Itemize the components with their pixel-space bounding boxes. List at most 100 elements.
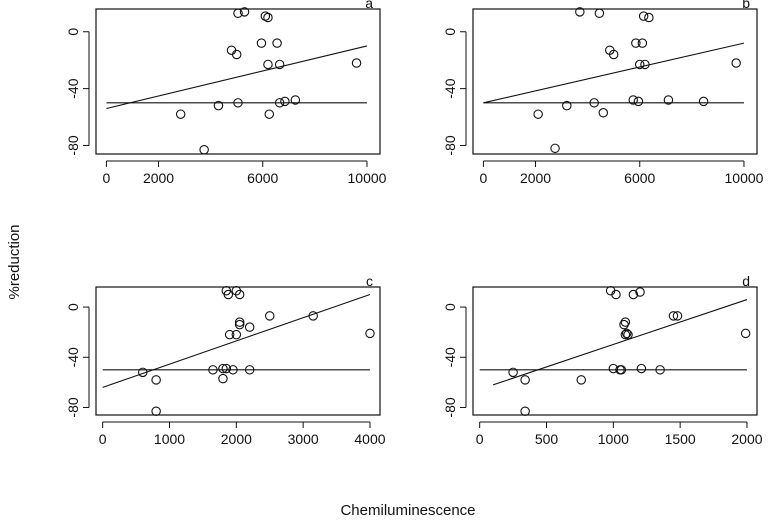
y-tick-label: -40 (442, 78, 458, 98)
plot-frame (472, 286, 758, 416)
data-point (308, 311, 318, 321)
x-tick-label: 6000 (624, 170, 655, 186)
panel-c: 0 1000 2000 3000 4000 0 -40 -80 c (65, 273, 386, 447)
x-tick-label: 2000 (731, 431, 762, 447)
regression-line (492, 299, 748, 386)
x-tick-label: 4000 (354, 431, 385, 447)
data-point (611, 289, 621, 300)
data-point (575, 7, 585, 17)
y-axis-title: %reduction (6, 224, 23, 299)
data-point (637, 38, 648, 48)
y-tick-label: 0 (65, 28, 81, 36)
data-point (698, 96, 709, 107)
data-point (274, 98, 285, 108)
data-point (740, 328, 751, 339)
data-point (263, 12, 273, 23)
regression-line (102, 294, 371, 388)
x-tick-label: 6000 (247, 170, 278, 186)
data-point (594, 8, 605, 19)
data-point (151, 406, 161, 416)
y-tick-label: 0 (442, 303, 458, 311)
data-point (151, 375, 161, 385)
data-point (208, 365, 218, 375)
data-point (620, 317, 631, 327)
data-point (589, 98, 599, 108)
panel-letter: c (366, 273, 373, 289)
data-point (621, 328, 632, 339)
data-point (274, 59, 285, 70)
regression-line (483, 42, 745, 104)
x-tick-label: 10000 (725, 170, 764, 186)
data-point (620, 329, 631, 340)
data-point (260, 11, 271, 21)
data-point (234, 319, 245, 330)
data-point (628, 289, 639, 300)
panel-letter: d (742, 273, 750, 289)
data-point (264, 109, 275, 119)
x-tick-label: 2000 (520, 170, 551, 186)
data-point (640, 59, 650, 70)
data-point (224, 329, 235, 340)
data-point (218, 373, 228, 384)
data-point (351, 58, 362, 68)
data-point (244, 365, 255, 375)
y-tick-label: 0 (442, 28, 458, 36)
data-point (272, 38, 282, 48)
data-point (520, 375, 530, 385)
data-point (533, 109, 543, 119)
y-tick-label: -40 (442, 347, 458, 367)
data-point (576, 375, 587, 385)
x-tick-label: 1500 (665, 431, 696, 447)
y-tick-label: 0 (65, 303, 81, 311)
data-point (213, 100, 224, 111)
data-point (631, 38, 641, 48)
y-tick-label: -80 (442, 397, 458, 417)
data-point (623, 329, 633, 340)
data-point (508, 367, 518, 378)
data-point (234, 317, 245, 327)
x-axis-title: Chemiluminescence (340, 502, 475, 519)
x-tick-label: 500 (535, 431, 559, 447)
data-point (234, 289, 245, 300)
plot-frame (472, 8, 758, 155)
data-point (221, 363, 232, 374)
data-point (256, 38, 267, 48)
data-point (233, 98, 243, 108)
y-tick-label: -80 (442, 135, 458, 155)
data-point (731, 58, 741, 68)
data-point (138, 367, 148, 378)
data-point (562, 100, 572, 111)
y-tick-label: -40 (65, 347, 81, 367)
x-tick-label: 1000 (598, 431, 629, 447)
panel-letter: a (365, 0, 373, 11)
panel-a: 0 2000 6000 10000 0 -40 -80 a (65, 0, 387, 186)
data-point (598, 108, 609, 118)
data-point (635, 59, 645, 70)
data-point (619, 319, 629, 330)
data-point (228, 365, 238, 375)
data-point (635, 287, 645, 297)
y-tick-label: -80 (65, 397, 81, 417)
data-point (264, 311, 275, 321)
x-tick-label: 10000 (348, 170, 387, 186)
x-tick-label: 0 (476, 431, 484, 447)
x-tick-label: 3000 (288, 431, 319, 447)
data-point (244, 322, 255, 332)
data-point (672, 311, 683, 321)
data-point (636, 363, 647, 374)
x-tick-label: 0 (99, 431, 107, 447)
data-point (218, 363, 228, 374)
panel-letter: b (742, 0, 750, 11)
data-point (365, 328, 375, 339)
data-point (226, 45, 237, 55)
data-point (290, 95, 301, 105)
data-point (223, 289, 234, 300)
data-point (616, 365, 627, 375)
panel-d: 0 500 1000 1500 2000 0 -40 -80 d (442, 273, 763, 447)
data-point (520, 406, 530, 416)
data-point (239, 7, 250, 17)
x-tick-label: 1000 (154, 431, 185, 447)
data-point (550, 143, 560, 154)
